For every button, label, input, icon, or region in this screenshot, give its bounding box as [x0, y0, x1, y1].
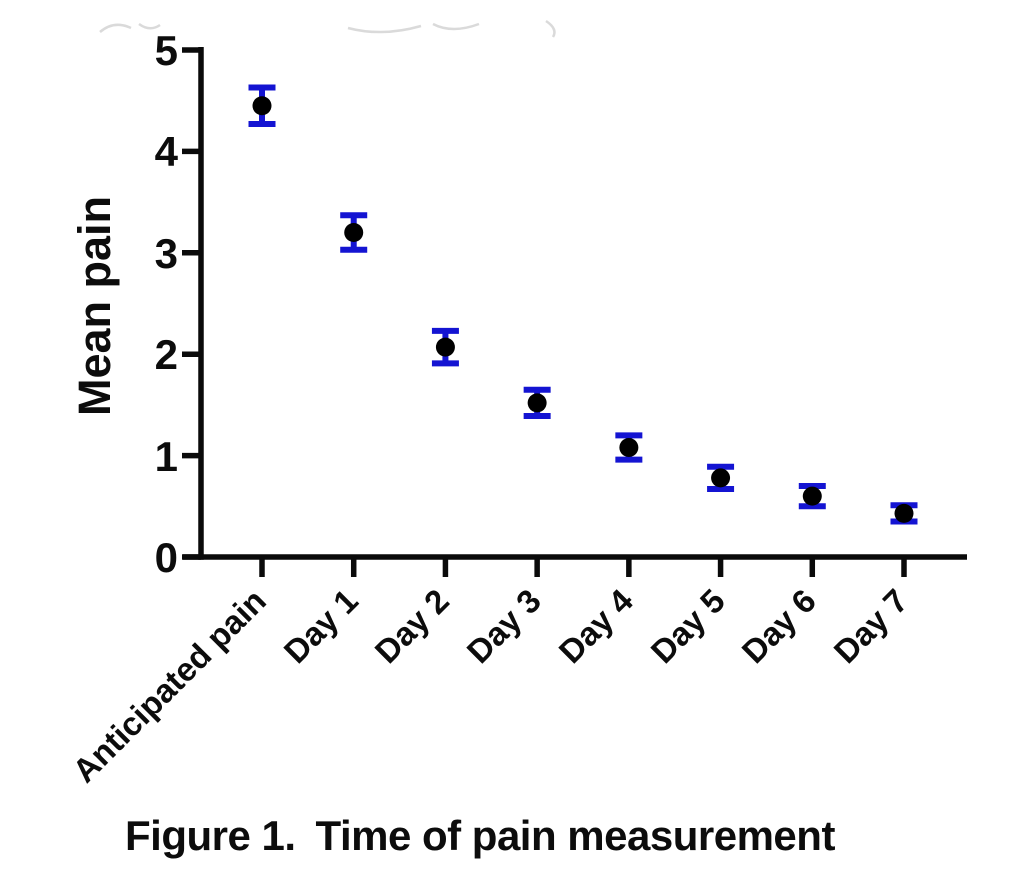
top-edge-artifact — [99, 19, 556, 38]
x-label-day-7: Day 7 — [827, 582, 915, 670]
data-point — [248, 84, 276, 128]
x-label-day-5: Day 5 — [644, 582, 732, 670]
data-point-marker — [711, 468, 731, 488]
data-point-marker — [252, 96, 272, 116]
data-point-marker — [344, 223, 364, 243]
figure-caption: Figure 1. Time of pain measurement — [125, 812, 835, 859]
x-label-day-1: Day 1 — [277, 582, 365, 670]
x-label-day-4: Day 4 — [552, 581, 641, 670]
figure-caption-prefix: Figure 1. — [125, 812, 296, 859]
data-point-marker — [894, 503, 914, 523]
y-tick-label-2: 2 — [155, 331, 178, 378]
data-point — [340, 212, 368, 253]
data-point — [707, 463, 735, 493]
y-tick-label-0: 0 — [155, 534, 178, 581]
x-label-day-6: Day 6 — [735, 582, 823, 670]
x-label-day-2: Day 2 — [368, 582, 456, 670]
figure-caption-text: Time of pain measurement — [316, 812, 836, 859]
y-tick-label-1: 1 — [155, 433, 178, 480]
x-label-day-3: Day 3 — [460, 582, 548, 670]
data-point-marker — [435, 337, 455, 357]
x-label-anticipated-pain: Anticipated pain — [65, 582, 273, 790]
data-point-marker — [527, 393, 547, 413]
data-point-series — [248, 84, 918, 525]
y-tick-label-5: 5 — [155, 27, 178, 74]
data-point-marker — [619, 437, 639, 457]
y-tick-label-3: 3 — [155, 230, 178, 277]
data-point — [615, 432, 643, 463]
y-axis-label: Mean pain — [69, 196, 120, 416]
y-tick-label-4: 4 — [155, 128, 179, 175]
data-point — [431, 327, 459, 367]
chart-axes — [182, 47, 967, 577]
data-point — [798, 483, 826, 510]
data-point — [523, 386, 551, 420]
data-point — [890, 502, 918, 525]
data-point-marker — [802, 486, 822, 506]
